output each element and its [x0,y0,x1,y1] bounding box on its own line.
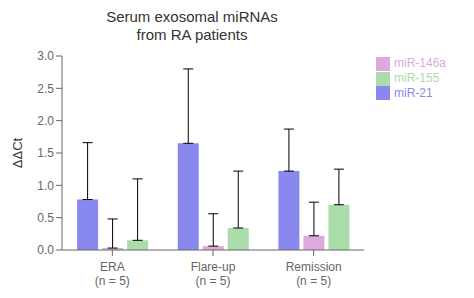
svg-text:ΔΔCt: ΔΔCt [10,137,25,168]
svg-text:1.0: 1.0 [37,179,54,193]
svg-text:1.5: 1.5 [37,146,54,160]
svg-text:0.5: 0.5 [37,211,54,225]
svg-text:Flare-up(n = 5): Flare-up(n = 5) [191,260,236,288]
svg-text:0.0: 0.0 [37,243,54,257]
html-text:Serum exosomal miRNAs from RA: Serum exosomal miRNAs from RA patients [106,8,278,43]
svg-text:2.5: 2.5 [37,82,54,96]
svg-text:Remission(n = 5): Remission(n = 5) [286,260,342,288]
html-text:miR-21: miR-21 [394,85,433,100]
html-text:miR-155: miR-155 [394,70,440,85]
html-text:miR-146a: miR-146a [394,56,446,70]
svg-text:3.0: 3.0 [37,49,54,63]
svg-text:ERA(n = 5): ERA(n = 5) [95,260,130,288]
svg-text:2.0: 2.0 [37,114,54,128]
